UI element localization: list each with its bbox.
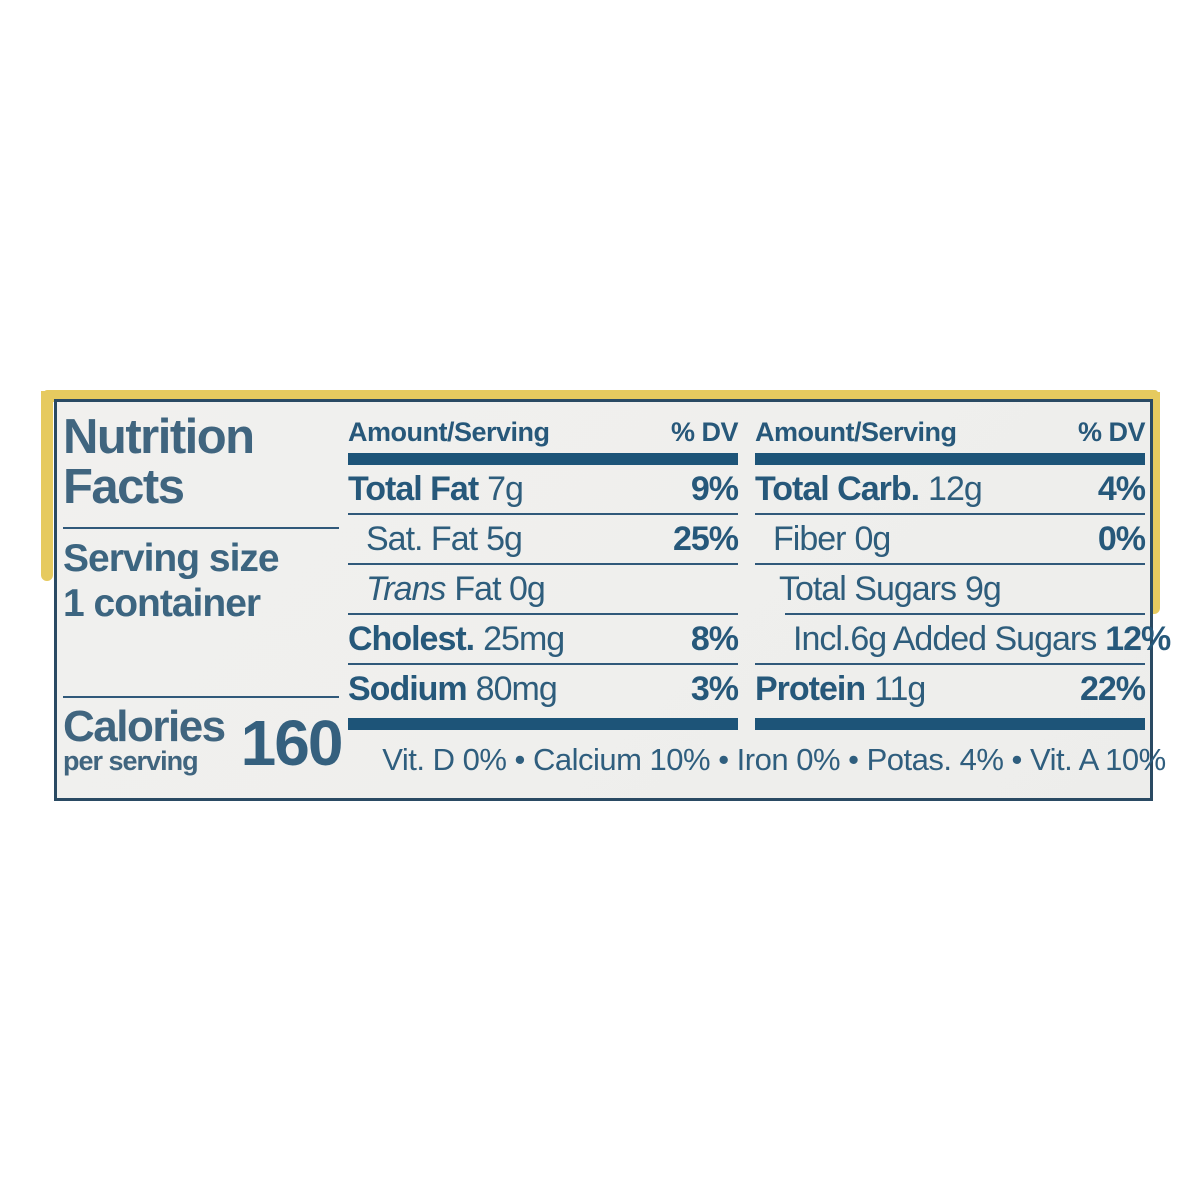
row-total-carb: Total Carb. 12g 4% (755, 465, 1146, 513)
divider (63, 527, 339, 529)
header-percent-dv: % DV (1077, 417, 1146, 447)
divider (63, 696, 339, 698)
header-bar (348, 453, 738, 465)
row-dv: 0% (1097, 519, 1146, 558)
row-total-fat: Total Fat 7g 9% (348, 465, 739, 513)
row-dv: 4% (1097, 469, 1146, 508)
divider (785, 613, 1145, 615)
divider (755, 563, 1145, 565)
calories-words: Calories per serving (63, 702, 226, 776)
row-sodium: Sodium 80mg 3% (348, 665, 739, 713)
row-sat-fat: Sat. Fat 5g 25% (348, 515, 739, 563)
row-label: Total Sugars 9g (779, 569, 1002, 608)
row-dv: 25% (672, 519, 739, 558)
header-bar (755, 453, 1145, 465)
panel-title-line2: Facts (63, 460, 185, 514)
header-amount-serving: Amount/Serving (755, 417, 957, 447)
row-total-sugars: Total Sugars 9g (755, 565, 1145, 613)
row-label: Protein 11g (755, 669, 926, 708)
serving-size-block: Serving size 1 container (63, 536, 280, 626)
divider (348, 613, 738, 615)
calories-value: 160 (240, 707, 344, 779)
row-label: Cholest. 25mg (348, 619, 565, 658)
column-header: Amount/Serving % DV (348, 417, 739, 448)
serving-size-label: Serving size (63, 537, 280, 580)
panel-info-column: Nutrition Facts Serving size 1 container… (63, 410, 347, 792)
row-label: Fiber 0g (773, 519, 891, 558)
divider (348, 513, 738, 515)
panel-title: Nutrition Facts (63, 410, 255, 514)
calories-label: Calories (63, 702, 226, 751)
micronutrients-line: Vit. D 0% • Calcium 10% • Iron 0% • Pota… (382, 742, 1166, 777)
panel-title-line1: Nutrition (63, 410, 255, 464)
row-dv: 8% (690, 619, 739, 658)
row-label: Incl.6g Added Sugars (793, 619, 1097, 658)
row-label: Total Carb. 12g (755, 469, 983, 508)
row-label: Sat. Fat 5g (366, 519, 523, 558)
row-label: Trans Fat 0g (366, 569, 546, 608)
divider (348, 663, 738, 665)
serving-size-value: 1 container (63, 582, 261, 625)
header-amount-serving: Amount/Serving (348, 417, 550, 447)
footer-bar (348, 718, 738, 730)
nutrition-facts-panel: Nutrition Facts Serving size 1 container… (54, 399, 1171, 801)
divider (755, 663, 1145, 665)
row-dv: 22% (1079, 669, 1146, 708)
nutrient-column-right: Amount/Serving % DV Total Carb. 12g 4% Fi… (755, 417, 1171, 730)
row-dv: 12% (1105, 619, 1171, 658)
row-protein: Protein 11g 22% (755, 665, 1146, 713)
footer-bar (755, 718, 1145, 730)
row-trans-fat: Trans Fat 0g (348, 565, 738, 613)
row-label: Sodium 80mg (348, 669, 558, 708)
header-percent-dv: % DV (670, 417, 739, 447)
divider (348, 563, 738, 565)
nutrient-column-left: Amount/Serving % DV Total Fat 7g 9% Sat. … (348, 417, 739, 730)
column-header: Amount/Serving % DV (755, 417, 1146, 448)
row-dv: 9% (690, 469, 739, 508)
row-label: Total Fat 7g (348, 469, 524, 508)
divider (755, 513, 1145, 515)
row-fiber: Fiber 0g 0% (755, 515, 1146, 563)
row-cholesterol: Cholest. 25mg 8% (348, 615, 739, 663)
calories-block: Calories per serving 160 (63, 702, 344, 779)
row-dv: 3% (690, 669, 739, 708)
row-added-sugars: Incl.6g Added Sugars 12% (755, 615, 1171, 663)
package-edge-left (41, 391, 53, 581)
calories-sublabel: per serving (63, 746, 199, 776)
